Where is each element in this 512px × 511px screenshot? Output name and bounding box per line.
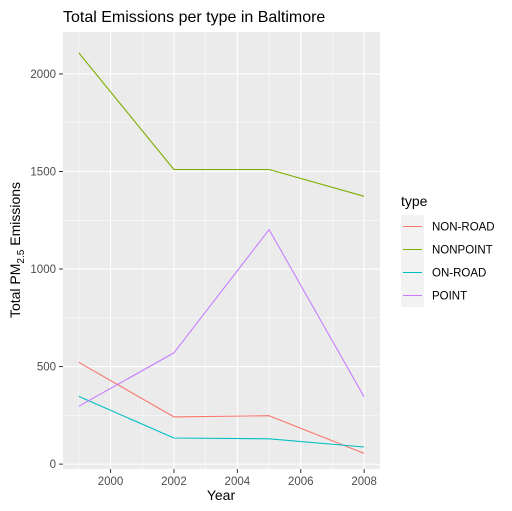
legend: type NON-ROAD NONPOINT ON-ROAD POINT — [401, 193, 495, 307]
series-line-on-road — [78, 395, 365, 448]
legend-item: ON-ROAD — [401, 261, 486, 284]
series-line-non-road — [78, 361, 365, 454]
series-line-nonpoint — [78, 52, 365, 197]
y-axis-title-suffix: Emissions — [7, 182, 23, 250]
y-tick-label: 500 — [37, 362, 56, 374]
legend-title: type — [401, 193, 428, 209]
x-tick-label: 2004 — [225, 476, 251, 488]
x-tick-label: 2008 — [351, 476, 377, 488]
y-tick-label: 1000 — [30, 264, 56, 276]
legend-label: NON-ROAD — [432, 222, 495, 234]
x-tick-label: 2000 — [98, 476, 124, 488]
x-axis-title: Year — [207, 487, 236, 503]
x-tick-label: 2006 — [288, 476, 314, 488]
chart-title: Total Emissions per type in Baltimore — [63, 9, 325, 26]
grid-major — [63, 32, 380, 469]
y-axis-title-prefix: Total PM — [7, 264, 23, 318]
y-axis-title: Total PM2.5 Emissions — [7, 182, 27, 318]
legend-label: ON-ROAD — [432, 268, 486, 280]
legend-label: POINT — [432, 291, 467, 303]
y-axis: 0 500 1000 1500 2000 — [30, 69, 63, 471]
x-tick-label: 2002 — [161, 476, 187, 488]
y-tick-label: 1500 — [30, 166, 56, 178]
y-axis-title-subscript: 2.5 — [16, 249, 27, 263]
series-layer — [78, 52, 365, 454]
plot-panel — [63, 32, 380, 469]
grid-minor — [63, 32, 380, 469]
legend-items: NON-ROAD NONPOINT ON-ROAD POINT — [401, 215, 495, 307]
legend-label: NONPOINT — [432, 245, 493, 257]
legend-item: NONPOINT — [401, 238, 493, 261]
legend-item: NON-ROAD — [401, 215, 495, 238]
x-axis: 2000 2002 2004 2006 2008 — [98, 469, 377, 488]
legend-item: POINT — [401, 284, 467, 307]
y-tick-label: 2000 — [30, 69, 56, 81]
series-line-point — [78, 229, 365, 407]
y-tick-label: 0 — [50, 459, 56, 471]
